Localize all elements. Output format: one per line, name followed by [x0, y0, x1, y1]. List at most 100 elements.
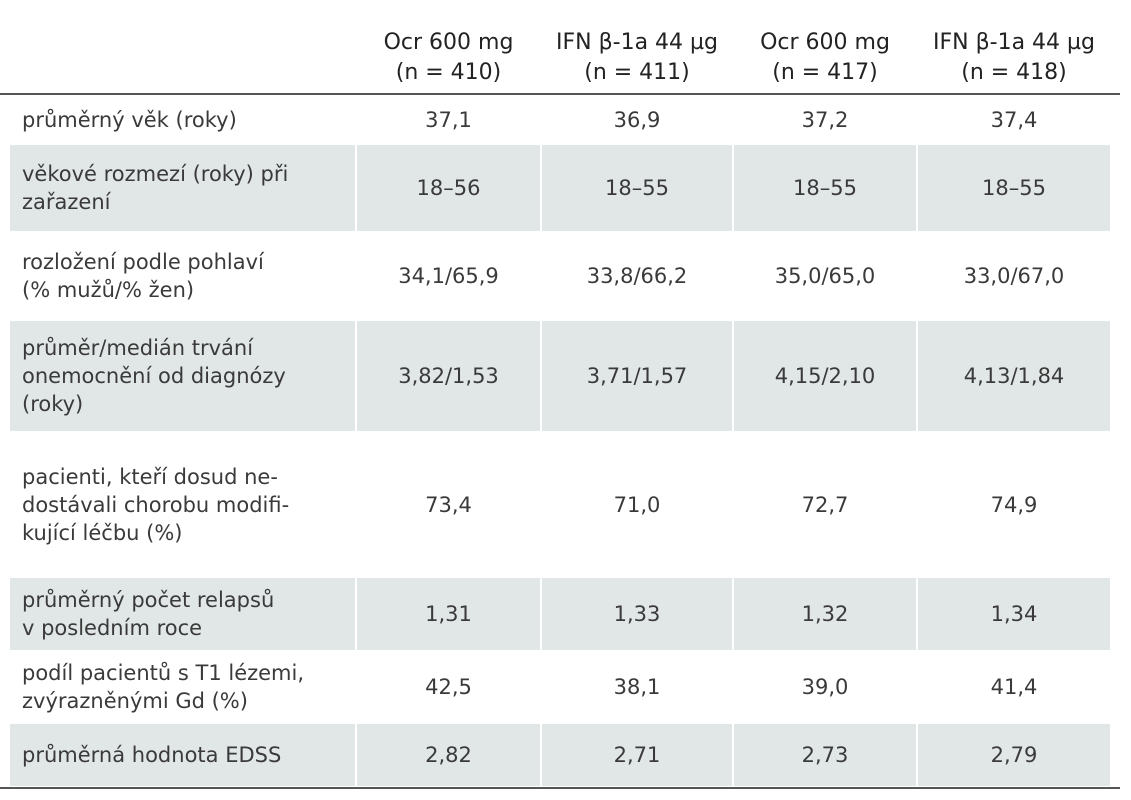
value: 72,7 [801, 492, 849, 517]
row-label: věkové rozmezí (roky) při zařazení [10, 145, 355, 231]
value: 2,71 [613, 743, 661, 767]
value: 1,31 [425, 602, 472, 626]
row-label: pacienti, kteří dosud ne-dostávali choro… [10, 433, 355, 576]
label-line: průměrný počet relapsů [22, 588, 275, 612]
value-cell: 4,13/1,84 [918, 321, 1110, 431]
label-line: průměrná hodnota EDSS [22, 743, 282, 767]
value-cell: 18–56 [357, 145, 540, 231]
value-cell: 37,2 [734, 97, 916, 143]
value-cell: 18–55 [542, 145, 732, 231]
label-line: (roky) [22, 392, 84, 416]
label-line: v posledním roce [22, 616, 203, 640]
value-cell: 36,9 [542, 97, 732, 143]
header-rule [0, 93, 1120, 95]
value-cell: 3,71/1,57 [542, 321, 732, 431]
value: 39,0 [801, 675, 849, 699]
value-cell: 1,34 [918, 578, 1110, 650]
column-header: IFN β-1a 44 µg (n = 411) [542, 28, 732, 88]
label-line: dostávali chorobu modifi- [22, 492, 290, 517]
header-line: IFN β-1a 44 µg [933, 30, 1095, 55]
value: 33,0/67,0 [963, 264, 1065, 288]
value-cell: 1,31 [357, 578, 540, 650]
value-cell: 3,82/1,53 [357, 321, 540, 431]
value: 42,5 [425, 675, 472, 699]
value-cell: 4,15/2,10 [734, 321, 916, 431]
value: 1,32 [801, 602, 849, 626]
header-line: (n = 410) [395, 60, 502, 85]
label-line: zvýrazněnými Gd (%) [22, 689, 248, 713]
row-label: průměrná hodnota EDSS [10, 724, 355, 786]
value-cell: 34,1/65,9 [357, 233, 540, 319]
value: 2,73 [801, 743, 849, 767]
value: 1,33 [613, 602, 661, 626]
value-cell: 18–55 [734, 145, 916, 231]
value-cell: 2,79 [918, 724, 1110, 786]
header-line: (n = 417) [772, 60, 878, 85]
value: 3,82/1,53 [398, 364, 499, 388]
value-cell: 41,4 [918, 652, 1110, 722]
value-cell: 2,82 [357, 724, 540, 786]
value-cell: 37,4 [918, 97, 1110, 143]
value: 41,4 [990, 675, 1038, 699]
row-label: průměr/medián trvání onemocnění od diagnó… [10, 321, 355, 431]
value: 18–56 [416, 176, 481, 200]
header-line: IFN β-1a 44 µg [556, 30, 718, 55]
value: 73,4 [425, 492, 472, 517]
value: 36,9 [613, 108, 661, 132]
value-cell: 33,8/66,2 [542, 233, 732, 319]
column-header: Ocr 600 mg (n = 417) [734, 28, 916, 88]
value-cell: 74,9 [918, 433, 1110, 576]
header-line: Ocr 600 mg [760, 30, 890, 55]
header-line: (n = 411) [584, 60, 690, 85]
value: 1,34 [990, 602, 1038, 626]
row-label: průměrný počet relapsů v posledním roce [10, 578, 355, 650]
header-line: Ocr 600 mg [383, 30, 514, 55]
value: 37,2 [801, 108, 849, 132]
value-cell: 1,32 [734, 578, 916, 650]
value-cell: 39,0 [734, 652, 916, 722]
value: 71,0 [613, 492, 661, 517]
value: 38,1 [613, 675, 661, 699]
value: 33,8/66,2 [586, 264, 688, 288]
value: 37,1 [425, 108, 472, 132]
value-cell: 42,5 [357, 652, 540, 722]
bottom-rule [0, 787, 1120, 789]
value: 18–55 [982, 176, 1046, 200]
value: 4,15/2,10 [774, 364, 876, 388]
label-line: (% mužů/% žen) [22, 278, 195, 302]
label-line: průměrný věk (roky) [22, 108, 237, 132]
value: 3,71/1,57 [586, 364, 688, 388]
label-line: kující léčbu (%) [22, 520, 183, 545]
value-cell: 71,0 [542, 433, 732, 576]
label-line: věkové rozmezí (roky) při [22, 162, 289, 186]
value-cell: 1,33 [542, 578, 732, 650]
value: 74,9 [990, 492, 1038, 517]
row-label: rozložení podle pohlaví (% mužů/% žen) [10, 233, 355, 319]
column-header: Ocr 600 mg (n = 410) [357, 28, 540, 88]
label-line: pacienti, kteří dosud ne- [22, 464, 278, 489]
label-line: průměr/medián trvání [22, 336, 254, 360]
value-cell: 73,4 [357, 433, 540, 576]
value-cell: 2,71 [542, 724, 732, 786]
row-label: podíl pacientů s T1 lézemi, zvýrazněnými … [10, 652, 355, 722]
value: 18–55 [793, 176, 857, 200]
value-cell: 37,1 [357, 97, 540, 143]
label-line: onemocnění od diagnózy [22, 364, 286, 388]
value: 37,4 [990, 108, 1038, 132]
column-header: IFN β-1a 44 µg (n = 418) [918, 28, 1110, 88]
value: 2,79 [990, 743, 1038, 767]
label-line: rozložení podle pohlaví [22, 250, 264, 274]
value-cell: 72,7 [734, 433, 916, 576]
label-line: podíl pacientů s T1 lézemi, [22, 661, 305, 685]
value-cell: 18–55 [918, 145, 1110, 231]
value: 4,13/1,84 [963, 364, 1065, 388]
value-cell: 38,1 [542, 652, 732, 722]
value: 35,0/65,0 [774, 264, 876, 288]
label-line: zařazení [22, 190, 111, 214]
value: 18–55 [605, 176, 669, 200]
value-cell: 33,0/67,0 [918, 233, 1110, 319]
row-label: průměrný věk (roky) [10, 97, 355, 143]
value-cell: 35,0/65,0 [734, 233, 916, 319]
header-line: (n = 418) [961, 60, 1067, 85]
